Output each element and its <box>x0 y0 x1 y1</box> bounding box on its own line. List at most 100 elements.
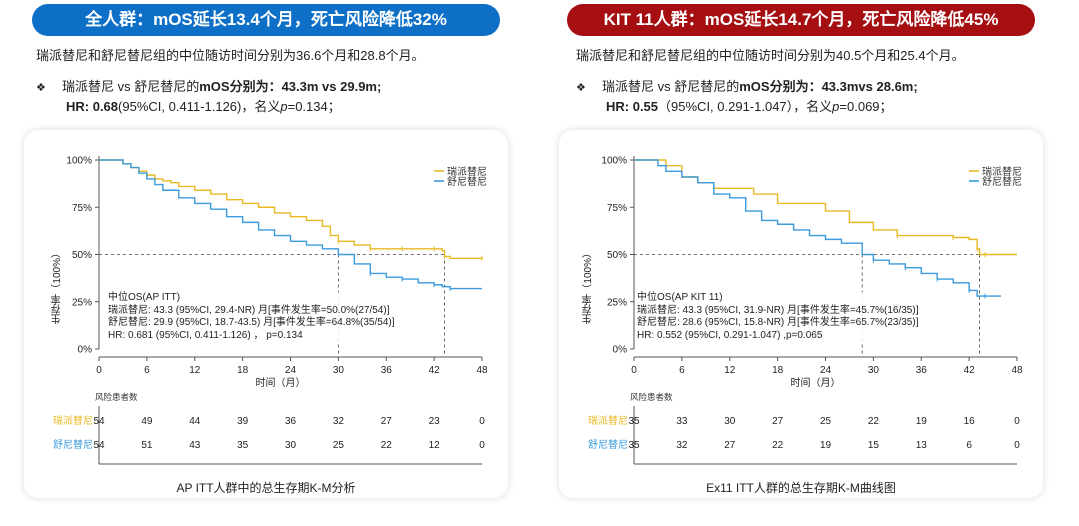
x-tick-label: 42 <box>964 365 976 376</box>
y-tick-label: 100% <box>66 156 92 167</box>
info-line: HR: 0.552 (95%CI, 0.291-1.047) ,p=0.065 <box>637 329 823 341</box>
y-tick-label: 25% <box>72 297 92 308</box>
x-tick-label: 6 <box>144 365 150 376</box>
median-os-infobox: 中位OS(AP ITT) 瑞派替尼: 43.3 (95%CI, 29.4-NR)… <box>108 292 395 342</box>
km-chart: 0% 25% 50% 75% 100% 0 6 12 18 24 30 36 42 48 时间（月） 瑞派替尼… <box>53 156 488 465</box>
legend-label: 瑞派替尼 <box>982 165 1022 178</box>
risk-value: 25 <box>820 416 832 427</box>
risk-value: 54 <box>93 440 105 451</box>
x-tick-label: 18 <box>237 365 249 376</box>
risk-value: 6 <box>966 440 972 451</box>
risk-row-label: 瑞派替尼 <box>588 414 628 427</box>
legend-label: 舒尼替尼 <box>982 175 1022 188</box>
y-axis-label: 生存率（100%） <box>52 248 63 324</box>
followup-text: 瑞派替尼和舒尼替尼组的中位随访时间分别为40.5个月和25.4个月。 <box>576 48 965 63</box>
mos-bullet: ❖ 瑞派替尼 vs 舒尼替尼的mOS分别为：43.3mvs 28.6m; <box>576 79 918 94</box>
risk-value: 22 <box>868 416 880 427</box>
risk-value: 0 <box>479 440 485 451</box>
info-line: HR: 0.681 (95%CI, 0.411-1.126) ， p=0.134 <box>108 329 303 341</box>
info-line: 舒尼替尼: 29.9 (95%CI, 18.7-43.5) 月[事件发生率=64… <box>108 317 395 328</box>
x-tick-label: 18 <box>772 365 784 376</box>
y-tick-label: 25% <box>607 297 627 308</box>
risk-value: 35 <box>628 416 640 427</box>
legend-label: 舒尼替尼 <box>447 175 487 188</box>
risk-value: 19 <box>820 440 832 451</box>
info-line: 瑞派替尼: 43.3 (95%CI, 29.4-NR) 月[事件发生率=50.0… <box>108 304 390 316</box>
risk-value: 0 <box>1014 416 1020 427</box>
risk-value: 39 <box>237 416 249 427</box>
risk-value: 49 <box>141 416 153 427</box>
km-chart-card: 0% 25% 50% 75% 100% 0 6 12 18 24 30 36 42 48 时间（月） 瑞派替尼… <box>559 130 1043 498</box>
x-tick-label: 36 <box>381 365 393 376</box>
panel-all-population: 全人群：mOS延长13.4个月，死亡风险降低32% 瑞派替尼和舒尼替尼组的中位随… <box>0 0 530 526</box>
km-curve-ripretinib <box>634 159 1017 256</box>
x-tick-label: 6 <box>679 365 685 376</box>
risk-table-title: 风险患者数 <box>630 392 673 402</box>
x-tick-label: 30 <box>868 365 880 376</box>
risk-value: 15 <box>868 440 880 451</box>
km-curve-sunitinib <box>99 159 482 290</box>
hr-line: HR: 0.55（95%CI, 0.291-1.047），名义p=0.069； <box>606 99 893 114</box>
y-tick-label: 75% <box>72 203 92 214</box>
risk-value: 27 <box>381 416 393 427</box>
x-tick-label: 0 <box>631 365 637 376</box>
risk-value: 25 <box>333 440 345 451</box>
risk-value: 16 <box>964 416 976 427</box>
x-tick-label: 12 <box>189 365 201 376</box>
km-curve-sunitinib <box>634 159 1002 297</box>
banner-title: 全人群：mOS延长13.4个月，死亡风险降低32% <box>32 4 500 36</box>
x-tick-label: 0 <box>96 365 102 376</box>
risk-value: 23 <box>429 416 441 427</box>
risk-value: 22 <box>772 440 784 451</box>
risk-value: 32 <box>676 440 688 451</box>
x-tick-label: 24 <box>820 365 832 376</box>
risk-value: 27 <box>772 416 784 427</box>
mos-bullet: ❖ 瑞派替尼 vs 舒尼替尼的mOS分别为：43.3m vs 29.9m; <box>36 79 382 94</box>
risk-value: 12 <box>429 440 441 451</box>
risk-value: 33 <box>676 416 688 427</box>
risk-value: 36 <box>285 416 297 427</box>
x-tick-label: 30 <box>333 365 345 376</box>
risk-table-title: 风险患者数 <box>95 392 138 402</box>
x-tick-label: 48 <box>476 365 488 376</box>
risk-value: 35 <box>237 440 249 451</box>
info-line: 舒尼替尼: 28.6 (95%CI, 15.8-NR) 月[事件发生率=65.7… <box>637 317 919 328</box>
risk-value: 44 <box>189 416 201 427</box>
risk-row-label: 舒尼替尼 <box>53 438 93 451</box>
chart-caption: AP ITT人群中的总生存期K-M分析 <box>176 481 356 495</box>
risk-value: 22 <box>381 440 393 451</box>
hr-line: HR: 0.68(95%CI, 0.411-1.126)，名义p=0.134； <box>66 99 341 114</box>
risk-value: 51 <box>141 440 153 451</box>
risk-value: 32 <box>333 416 345 427</box>
risk-row-label: 舒尼替尼 <box>588 438 628 451</box>
info-line: 中位OS(AP KIT 11) <box>637 292 723 303</box>
y-tick-label: 100% <box>601 156 627 167</box>
y-tick-label: 50% <box>72 250 92 261</box>
info-line: 中位OS(AP ITT) <box>108 292 181 303</box>
risk-value: 0 <box>479 416 485 427</box>
risk-value: 54 <box>93 416 105 427</box>
chart-caption: Ex11 ITT人群的总生存期K-M曲线图 <box>706 481 896 495</box>
x-tick-label: 48 <box>1011 365 1023 376</box>
km-chart: 0% 25% 50% 75% 100% 0 6 12 18 24 30 36 42 48 时间（月） 瑞派替尼… <box>588 156 1023 465</box>
risk-value: 35 <box>628 440 640 451</box>
km-curve-ripretinib <box>99 159 482 259</box>
x-tick-label: 12 <box>724 365 736 376</box>
risk-value: 0 <box>1014 440 1020 451</box>
y-tick-label: 50% <box>607 250 627 261</box>
x-axis-label: 时间（月） <box>256 376 306 389</box>
risk-value: 13 <box>916 440 928 451</box>
x-tick-label: 36 <box>916 365 928 376</box>
median-os-infobox: 中位OS(AP KIT 11) 瑞派替尼: 43.3 (95%CI, 31.9-… <box>637 292 919 342</box>
x-axis-label: 时间（月） <box>791 376 841 389</box>
risk-value: 43 <box>189 440 201 451</box>
x-tick-label: 24 <box>285 365 297 376</box>
y-axis-label: 生存率（100%） <box>583 248 594 324</box>
followup-text: 瑞派替尼和舒尼替尼组的中位随访时间分别为36.6个月和28.8个月。 <box>36 48 425 63</box>
panel-kit11-population: KIT 11人群：mOS延长14.7个月，死亡风险降低45% 瑞派替尼和舒尼替尼… <box>540 0 1070 526</box>
risk-value: 30 <box>724 416 736 427</box>
km-chart-card: 0% 25% 50% 75% 100% 0 6 12 18 24 30 36 42 48 时间（月） 瑞派替尼… <box>24 130 508 498</box>
x-tick-label: 42 <box>429 365 441 376</box>
y-tick-label: 75% <box>607 203 627 214</box>
y-tick-label: 0% <box>78 345 93 356</box>
